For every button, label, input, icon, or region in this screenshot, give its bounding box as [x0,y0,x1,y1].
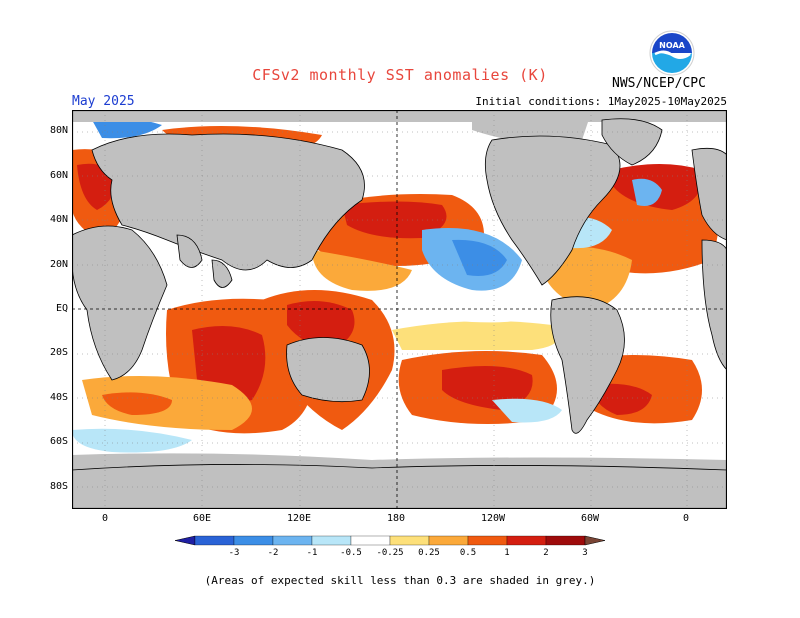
land-masses [72,118,727,509]
latitude-label: 80S [49,481,68,492]
colorbar-label: -0.25 [376,548,403,558]
noaa-logo: NOAA [649,30,695,76]
colorbar-label: -0.5 [340,548,362,558]
map-title: CFSv2 monthly SST anomalies (K) [252,66,548,84]
skill-note: (Areas of expected skill less than 0.3 a… [204,574,596,587]
colorbar-swatch [233,535,274,546]
latitude-label: 20N [49,259,68,270]
latitude-label: 80N [49,125,68,136]
latitude-label: 60S [49,436,68,447]
colorbar-label: -1 [307,548,318,558]
colorbar-label: 0.5 [460,548,476,558]
longitude-label: 120E [286,513,312,524]
colorbar-swatch [311,535,352,546]
colorbar-max-arrow [584,535,606,546]
colorbar-swatch [389,535,430,546]
colorbar-label: 1 [504,548,509,558]
latitude-label: 20S [49,347,68,358]
longitude-label: 120W [480,513,506,524]
agency-label: NWS/NCEP/CPC [612,76,706,91]
colorbar-swatch [194,535,235,546]
colorbar: -3 -2 -1 -0.5 -0.25 0.25 0.5 1 2 3 [174,535,606,558]
longitude-label: 0 [101,513,109,524]
initial-conditions: Initial conditions: 1May2025-10May2025 [475,95,727,108]
longitude-label: 180 [386,513,406,524]
longitude-label: 60E [192,513,212,524]
colorbar-min-arrow [174,535,196,546]
latitude-label: EQ [55,303,68,314]
colorbar-swatch [350,535,391,546]
colorbar-swatch [467,535,508,546]
latitude-label: 40N [49,214,68,225]
longitude-label: 60W [580,513,600,524]
colorbar-label: -3 [229,548,240,558]
colorbar-swatch [545,535,586,546]
colorbar-label: 2 [543,548,548,558]
longitude-label: 0 [682,513,690,524]
colorbar-label: 3 [582,548,587,558]
latitude-label: 60N [49,170,68,181]
sst-anomaly-map [72,110,727,509]
colorbar-label: -2 [268,548,279,558]
colorbar-swatch [506,535,547,546]
forecast-month: May 2025 [72,94,135,109]
colorbar-swatch [272,535,313,546]
colorbar-label: 0.25 [418,548,440,558]
latitude-label: 40S [49,392,68,403]
map-gridlines [72,110,727,509]
colorbar-swatch [428,535,469,546]
svg-text:NOAA: NOAA [659,41,685,50]
